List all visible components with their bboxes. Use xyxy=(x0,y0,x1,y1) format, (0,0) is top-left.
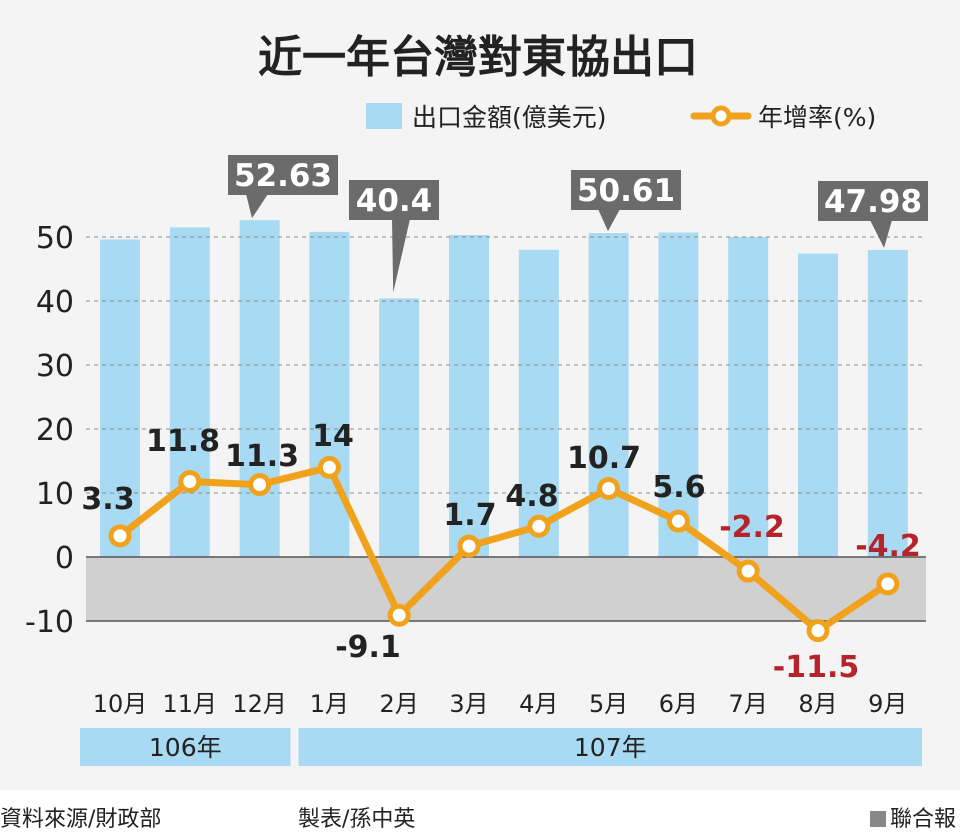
growth-line xyxy=(117,463,890,635)
bar-3 xyxy=(309,231,350,557)
callout-label-2: 50.61 xyxy=(577,173,675,209)
callout-pointer-1 xyxy=(392,219,410,293)
growth-label-3: 14 xyxy=(312,419,354,454)
footer: 資料來源/財政部 製表/孫中英 聯合報 xyxy=(0,795,960,832)
y-tick--10: -10 xyxy=(25,605,74,640)
bar-4 xyxy=(379,298,420,557)
bar-7 xyxy=(588,233,629,557)
negative-region xyxy=(86,557,926,621)
bar-1 xyxy=(169,227,210,557)
bar-5 xyxy=(449,235,489,557)
growth-point-6 xyxy=(527,514,551,538)
growth-label-6: 4.8 xyxy=(505,479,558,514)
callout-box-2 xyxy=(571,170,681,210)
publisher-note: 聯合報 xyxy=(869,801,956,833)
year-label-0: 106年 xyxy=(149,733,222,762)
year-band-0 xyxy=(80,728,291,766)
bar-0 xyxy=(100,239,140,557)
growth-point-4 xyxy=(387,603,411,627)
growth-point-11 xyxy=(876,572,900,596)
growth-label-2: 11.3 xyxy=(225,439,299,474)
year-label-1: 107年 xyxy=(574,733,647,762)
x-tick-4: 2月 xyxy=(380,690,419,718)
callout-pointer-2 xyxy=(598,209,620,232)
growth-point-8 xyxy=(666,509,690,533)
growth-label-0: 3.3 xyxy=(81,482,134,517)
legend-bar-label: 出口金額(億美元) xyxy=(412,103,607,132)
year-band-1 xyxy=(298,728,922,766)
growth-label-5: 1.7 xyxy=(443,498,496,533)
x-tick-1: 11月 xyxy=(163,690,218,718)
x-tick-10: 8月 xyxy=(798,690,837,718)
x-tick-3: 1月 xyxy=(310,690,349,718)
bar-10 xyxy=(798,253,838,557)
growth-label-8: 5.6 xyxy=(652,470,705,505)
callout-pointer-3 xyxy=(870,220,892,248)
x-tick-0: 10月 xyxy=(93,690,148,718)
x-tick-2: 12月 xyxy=(232,690,287,718)
growth-label-11: -4.2 xyxy=(855,529,921,564)
growth-label-10: -11.5 xyxy=(773,650,859,685)
publisher-name: 聯合報 xyxy=(889,807,956,832)
growth-point-5 xyxy=(457,534,481,558)
y-tick-0: 0 xyxy=(55,541,74,576)
growth-point-3 xyxy=(317,455,341,479)
legend-bar-swatch xyxy=(366,103,402,129)
source-note: 資料來源/財政部 xyxy=(0,807,162,832)
x-tick-7: 5月 xyxy=(589,690,628,718)
legend-line-label: 年增率(%) xyxy=(758,103,876,132)
maker-note: 製表/孫中英 xyxy=(298,807,416,832)
bar-2 xyxy=(239,220,280,557)
y-tick-10: 10 xyxy=(36,477,74,512)
growth-label-1: 11.8 xyxy=(146,424,220,459)
y-tick-40: 40 xyxy=(36,285,74,320)
growth-point-1 xyxy=(178,469,202,493)
growth-label-9: -2.2 xyxy=(719,510,785,545)
callout-label-1: 40.4 xyxy=(356,183,433,219)
growth-label-4: -9.1 xyxy=(335,630,401,665)
callout-box-1 xyxy=(349,180,439,220)
growth-point-7 xyxy=(597,477,621,501)
chart-title: 近一年台灣對東協出口 xyxy=(258,32,698,83)
growth-point-2 xyxy=(248,473,272,497)
y-tick-50: 50 xyxy=(36,221,74,256)
legend-line-marker xyxy=(710,105,732,127)
callout-pointer-0 xyxy=(246,194,268,219)
callout-label-0: 52.63 xyxy=(234,158,332,194)
x-tick-11: 9月 xyxy=(868,690,907,718)
callout-box-3 xyxy=(818,181,928,221)
growth-point-0 xyxy=(108,524,132,548)
growth-label-7: 10.7 xyxy=(567,441,641,476)
y-tick-30: 30 xyxy=(36,349,74,384)
publisher-mark-icon xyxy=(869,811,886,827)
x-tick-9: 7月 xyxy=(729,690,768,718)
bar-9 xyxy=(728,237,769,557)
x-tick-6: 4月 xyxy=(519,690,558,718)
y-tick-20: 20 xyxy=(36,413,74,448)
callout-box-0 xyxy=(228,155,338,195)
growth-point-9 xyxy=(736,559,760,583)
callout-label-3: 47.98 xyxy=(824,184,922,220)
x-tick-5: 3月 xyxy=(449,690,488,718)
bar-8 xyxy=(658,232,699,557)
bar-11 xyxy=(867,249,908,558)
x-tick-8: 6月 xyxy=(659,690,698,718)
growth-point-10 xyxy=(806,619,830,643)
